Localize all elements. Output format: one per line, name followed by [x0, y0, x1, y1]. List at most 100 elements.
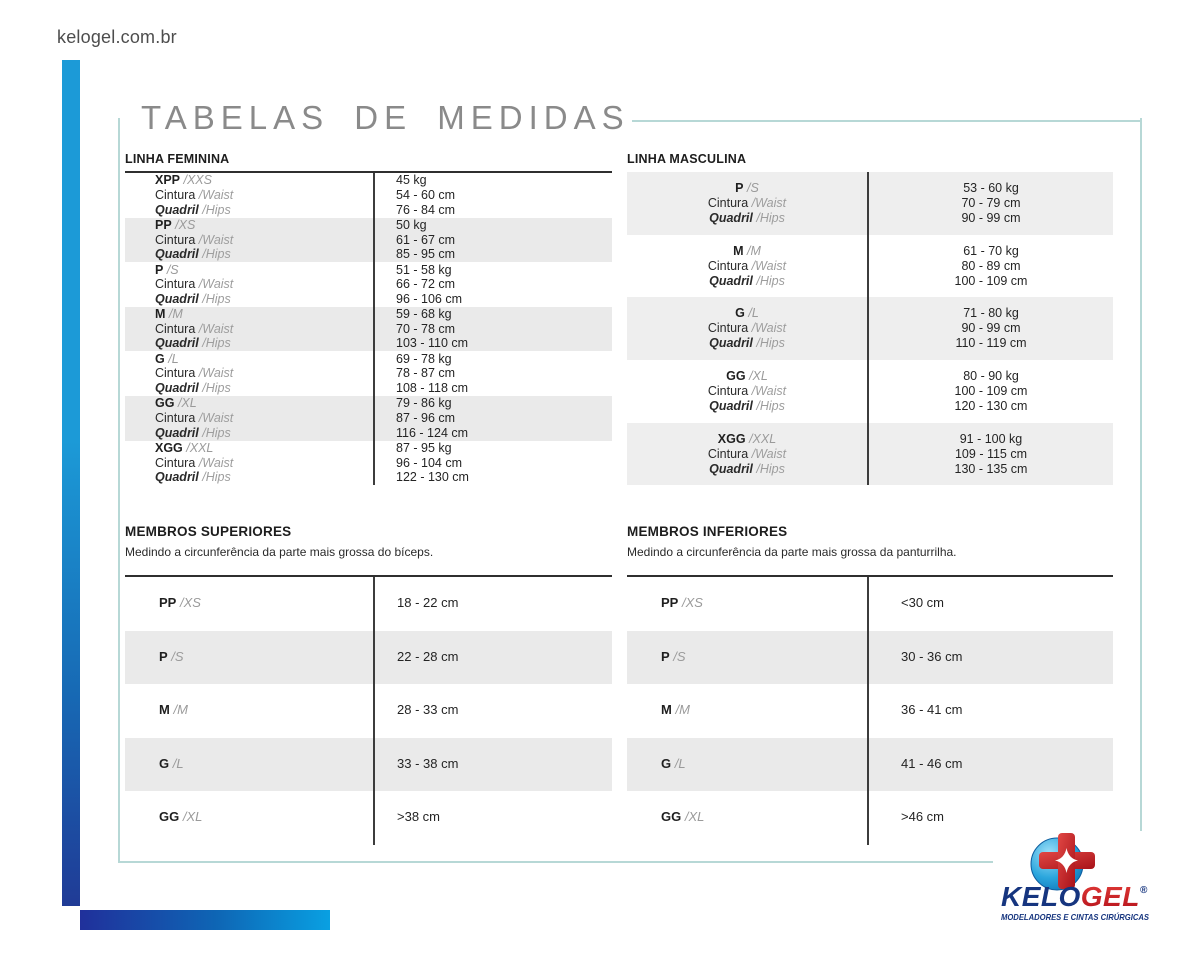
- waist-en-label: /Waist: [751, 383, 787, 398]
- weight-value: 45 kg: [396, 173, 427, 188]
- hips-label: Quadril: [155, 336, 199, 351]
- registered-mark: ®: [1140, 885, 1148, 896]
- waist-value: 54 - 60 cm: [396, 188, 456, 202]
- size-intl-label: /XS: [175, 218, 196, 232]
- table-row: G /L Cintura /Waist Quadril /Hips 69 - 7…: [125, 351, 612, 396]
- table-row: GG /XL >46 cm: [627, 791, 1113, 845]
- waist-value: 109 - 115 cm: [954, 446, 1028, 461]
- values-cell: <30 cm: [867, 577, 1113, 631]
- table-row: P /S 30 - 36 cm: [627, 630, 1113, 685]
- values-cell: >46 cm: [867, 791, 1113, 845]
- weight-value: 79 - 86 kg: [396, 396, 452, 411]
- size-label: GG: [155, 396, 175, 411]
- waist-en-label: /Waist: [751, 258, 787, 273]
- size-cell: P /S Cintura /Waist Quadril /Hips: [627, 172, 867, 235]
- frame-right-line: [1140, 118, 1142, 863]
- size-intl-label: /XL: [182, 809, 203, 825]
- hips-en-label: /Hips: [202, 291, 231, 306]
- size-label: PP: [155, 218, 172, 232]
- waist-value: 66 - 72 cm: [396, 277, 456, 292]
- table-row: M /M Cintura /Waist Quadril /Hips 59 - 6…: [125, 306, 612, 352]
- table-row: G /L 41 - 46 cm: [627, 737, 1113, 791]
- waist-label: Cintura: [155, 232, 196, 247]
- size-cell: PP /XS: [125, 577, 373, 631]
- size-cell: P /S: [627, 631, 867, 685]
- table-linha-feminina: LINHA FEMININA XPP /XXS Cintura /Waist Q…: [125, 152, 612, 486]
- values-cell: 80 - 90 kg 100 - 109 cm 120 - 130 cm: [867, 360, 1113, 423]
- size-cell: P /S Cintura /Waist Quadril /Hips: [125, 262, 373, 307]
- size-label: G: [155, 351, 165, 366]
- measure-value: 18 - 22 cm: [397, 595, 459, 611]
- table-row: P /S 22 - 28 cm: [125, 630, 612, 684]
- table-row: P /S Cintura /Waist Quadril /Hips 51 - 5…: [125, 262, 612, 307]
- size-label: M: [159, 702, 170, 718]
- hips-value: 116 - 124 cm: [396, 425, 469, 440]
- table-rows: P /S Cintura /Waist Quadril /Hips 53 - 6…: [627, 172, 1113, 486]
- values-cell: 71 - 80 kg 90 - 99 cm 110 - 119 cm: [867, 297, 1113, 361]
- hips-value: 76 - 84 cm: [396, 202, 456, 217]
- bottom-accent-bar: [80, 910, 330, 930]
- table-title: MEMBROS SUPERIORES: [125, 524, 292, 539]
- values-cell: 45 kg 54 - 60 cm 76 - 84 cm: [373, 173, 612, 218]
- kelogel-logo-graphic: KELOGEL® MODELADORES E CINTAS CIRÚRGICAS: [1001, 833, 1149, 922]
- values-cell: 69 - 78 kg 78 - 87 cm 108 - 118 cm: [373, 351, 612, 396]
- logo-wordmark: KELOGEL®: [1001, 881, 1148, 912]
- hips-label: Quadril: [155, 470, 199, 485]
- weight-value: 87 - 95 kg: [396, 440, 452, 455]
- logo-star-icon: [1055, 848, 1078, 873]
- values-cell: 28 - 33 cm: [373, 684, 612, 738]
- table-linha-masculina: LINHA MASCULINA P /S Cintura /Waist Quad…: [627, 152, 1113, 486]
- hips-value: 96 - 106 cm: [396, 291, 463, 306]
- hips-value: 103 - 110 cm: [396, 336, 469, 351]
- hips-en-label: /Hips: [756, 210, 785, 225]
- size-intl-label: /S: [747, 180, 759, 195]
- logo-cross-icon: [1039, 833, 1095, 889]
- hips-label: Quadril: [155, 425, 199, 440]
- size-cell: XGG /XXL Cintura /Waist Quadril /Hips: [125, 441, 373, 486]
- values-cell: 53 - 60 kg 70 - 79 cm 90 - 99 cm: [867, 172, 1113, 235]
- waist-value: 90 - 99 cm: [961, 321, 1021, 336]
- table-row: M /M Cintura /Waist Quadril /Hips 61 - 7…: [627, 234, 1113, 298]
- values-cell: 30 - 36 cm: [867, 630, 1113, 684]
- hips-en-label: /Hips: [756, 336, 785, 351]
- waist-en-label: /Waist: [198, 321, 234, 336]
- size-label: M: [661, 702, 672, 718]
- waist-value: 78 - 87 cm: [396, 366, 456, 381]
- size-label: GG: [661, 809, 682, 825]
- waist-en-label: /Waist: [198, 232, 234, 247]
- size-label: G: [159, 755, 170, 771]
- measure-value: 22 - 28 cm: [397, 648, 459, 664]
- weight-value: 61 - 70 kg: [963, 243, 1019, 258]
- hips-label: Quadril: [155, 247, 199, 262]
- site-url: kelogel.com.br: [57, 27, 177, 47]
- size-intl-label: /XL: [177, 396, 197, 411]
- hips-value: 85 - 95 cm: [396, 247, 456, 262]
- size-label: P: [661, 648, 670, 664]
- values-cell: 36 - 41 cm: [867, 684, 1113, 738]
- table-description: Medindo a circunferência da parte mais g…: [627, 545, 957, 559]
- table-rows: XPP /XXS Cintura /Waist Quadril /Hips 45…: [125, 171, 612, 486]
- table-description: Medindo a circunferência da parte mais g…: [125, 545, 434, 559]
- left-accent-bar: [62, 60, 80, 906]
- size-cell: GG /XL Cintura /Waist Quadril /Hips: [125, 396, 373, 441]
- weight-value: 71 - 80 kg: [963, 306, 1019, 321]
- size-intl-label: /L: [748, 306, 759, 321]
- size-label: M: [155, 307, 166, 322]
- hips-label: Quadril: [155, 202, 199, 217]
- values-cell: 18 - 22 cm: [373, 577, 612, 631]
- hips-en-label: /Hips: [202, 380, 231, 395]
- waist-label: Cintura: [155, 188, 196, 202]
- measure-value: 33 - 38 cm: [397, 755, 459, 771]
- table-row: M /M 28 - 33 cm: [125, 684, 612, 738]
- size-cell: M /M Cintura /Waist Quadril /Hips: [125, 307, 373, 352]
- waist-value: 80 - 89 cm: [961, 258, 1021, 273]
- table-title: LINHA FEMININA: [125, 152, 230, 166]
- measure-value: 30 - 36 cm: [901, 648, 963, 664]
- logo-tagline: MODELADORES E CINTAS CIRÚRGICAS: [1001, 911, 1149, 922]
- waist-en-label: /Waist: [751, 446, 787, 461]
- table-row: G /L Cintura /Waist Quadril /Hips 71 - 8…: [627, 297, 1113, 361]
- size-intl-label: /XS: [179, 595, 201, 611]
- table-row: XGG /XXL Cintura /Waist Quadril /Hips 87…: [125, 440, 612, 486]
- hips-en-label: /Hips: [756, 461, 785, 476]
- size-label: PP: [661, 595, 679, 611]
